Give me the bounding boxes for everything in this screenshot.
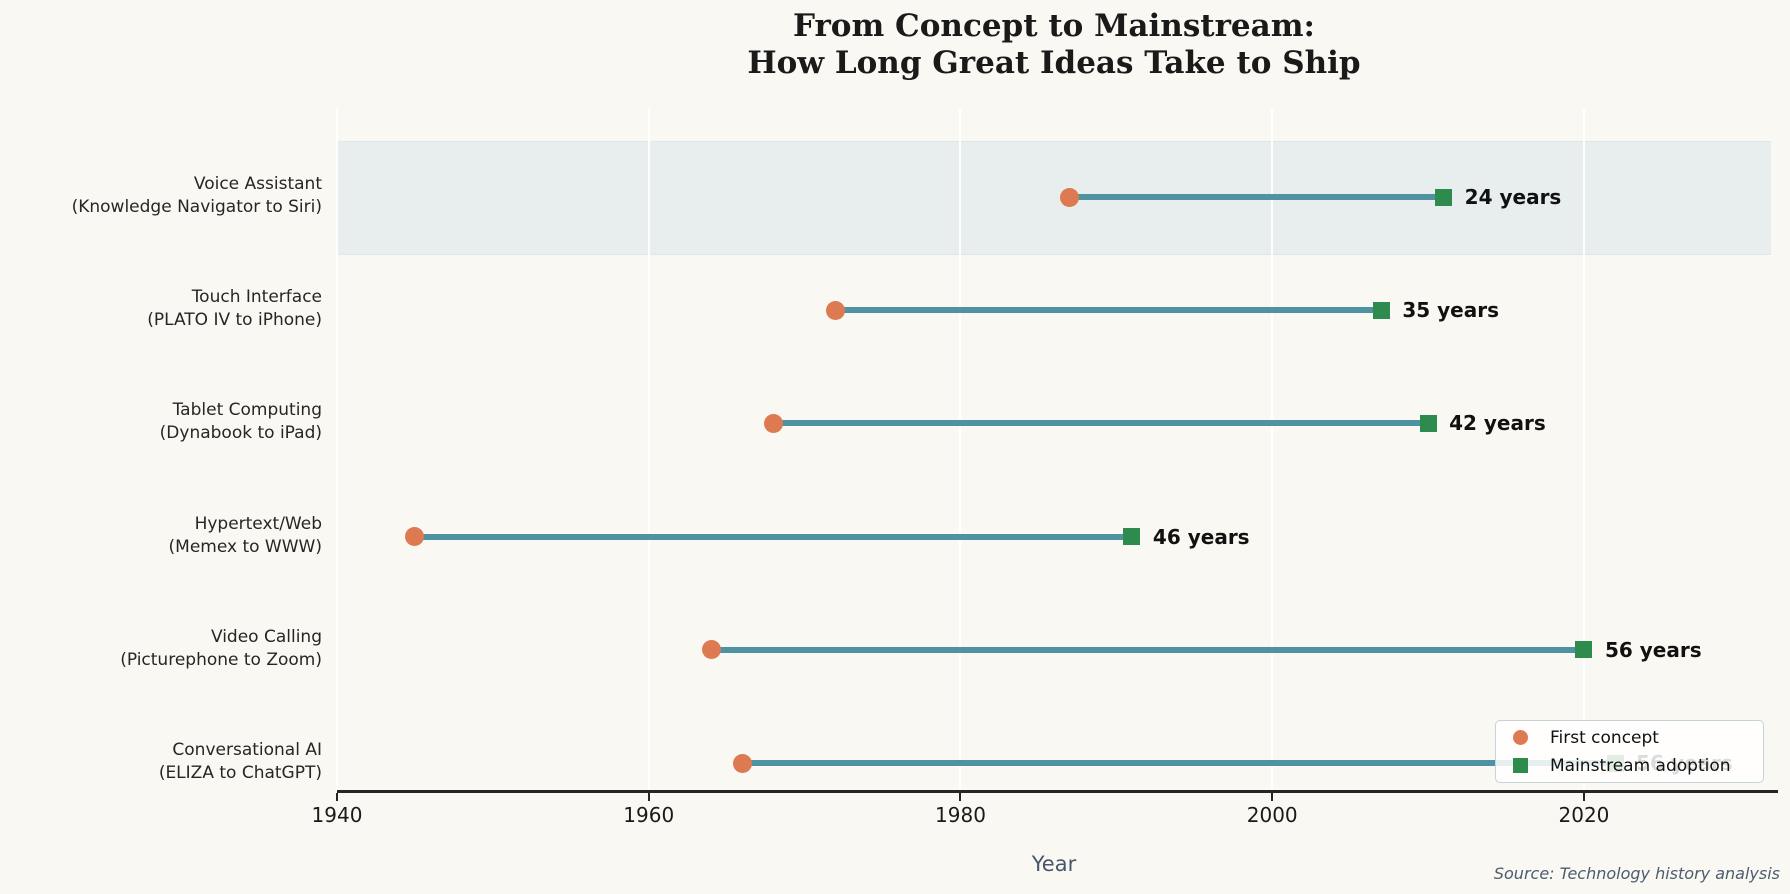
category-subtitle: (Picturephone to Zoom) — [120, 649, 322, 670]
legend-label: First concept — [1550, 727, 1659, 748]
adoption-marker — [1123, 528, 1141, 546]
highlight-band — [337, 141, 1771, 255]
dumbbell-connector — [711, 646, 1584, 653]
concept-marker — [1060, 187, 1080, 207]
dumbbell-connector — [742, 760, 1616, 766]
gridline — [336, 108, 338, 791]
adoption-marker — [1419, 414, 1437, 432]
concept-marker — [405, 527, 425, 547]
x-tick-label: 1980 — [935, 803, 986, 827]
category-name: Conversational AI — [172, 740, 322, 760]
x-tick-mark — [336, 793, 338, 801]
x-tick-label: 1960 — [623, 803, 675, 827]
category-label: Voice Assistant (Knowledge Navigator to S… — [0, 173, 322, 219]
x-tick-mark — [1582, 793, 1585, 801]
mainstream-adoption-square-icon — [1513, 758, 1528, 773]
plot-area: 24 years 35 years 42 years 46 years 56 years… — [336, 108, 1771, 791]
adoption-marker — [1372, 301, 1390, 319]
x-tick-mark — [959, 793, 962, 801]
category-label: Tablet Computing (Dynabook to iPad) — [0, 399, 322, 445]
dumbbell-connector — [835, 307, 1382, 314]
category-subtitle: (ELIZA to ChatGPT) — [158, 763, 322, 783]
x-tick-label: 1940 — [311, 803, 363, 827]
duration-label: 42 years — [1449, 411, 1546, 436]
duration-label: 56 years — [1604, 637, 1702, 662]
x-tick-label: 2020 — [1558, 803, 1610, 827]
x-axis-label: Year — [1031, 852, 1077, 876]
category-subtitle: (Dynabook to iPad) — [159, 423, 322, 444]
chart-title-line2: How Long Great Ideas Take to Ship — [747, 45, 1361, 81]
concept-marker — [763, 413, 783, 433]
chart-title-line1: From Concept to Mainstream: — [792, 8, 1315, 44]
duration-label: 46 years — [1152, 524, 1250, 549]
x-tick-mark — [1271, 793, 1274, 801]
dumbbell-connector — [773, 420, 1429, 427]
legend: First concept Mainstream adoption — [1495, 720, 1764, 783]
category-label: Conversational AI (ELIZA to ChatGPT) — [0, 739, 322, 785]
adoption-marker — [1435, 188, 1453, 206]
category-label: Hypertext/Web (Memex to WWW) — [0, 513, 322, 559]
chart-title: From Concept to Mainstream: How Long Gre… — [337, 8, 1771, 82]
category-name: Touch Interface — [191, 287, 322, 308]
duration-label: 35 years — [1402, 298, 1499, 323]
adoption-marker — [1575, 641, 1593, 659]
gridline — [959, 108, 962, 791]
category-name: Hypertext/Web — [194, 513, 322, 534]
legend-label: Mainstream adoption — [1550, 755, 1731, 776]
legend-item-mainstream-adoption: Mainstream adoption — [1496, 754, 1763, 778]
category-name: Tablet Computing — [172, 400, 322, 421]
duration-label: 24 years — [1464, 185, 1562, 209]
category-label: Touch Interface (PLATO IV to iPhone) — [0, 286, 322, 332]
gridline — [1582, 108, 1585, 791]
category-name: Voice Assistant — [193, 174, 322, 194]
category-subtitle: (Memex to WWW) — [168, 536, 322, 557]
legend-item-first-concept: First concept — [1496, 726, 1763, 750]
gridline — [1271, 108, 1274, 791]
x-tick-label: 2000 — [1246, 803, 1298, 827]
source-note: Source: Technology history analysis — [1493, 864, 1780, 883]
dumbbell-connector — [1069, 194, 1444, 200]
category-subtitle: (PLATO IV to iPhone) — [147, 310, 322, 331]
category-label: Video Calling (Picturephone to Zoom) — [0, 626, 322, 672]
dumbbell-connector — [414, 533, 1132, 540]
category-subtitle: (Knowledge Navigator to Siri) — [71, 197, 322, 217]
concept-marker — [701, 640, 721, 660]
category-name: Video Calling — [210, 626, 322, 647]
gridline — [647, 108, 650, 791]
concept-marker — [732, 753, 752, 773]
concept-marker — [826, 300, 846, 320]
first-concept-circle-icon — [1513, 730, 1528, 745]
x-tick-mark — [647, 793, 650, 801]
x-axis-spine — [337, 790, 1778, 793]
